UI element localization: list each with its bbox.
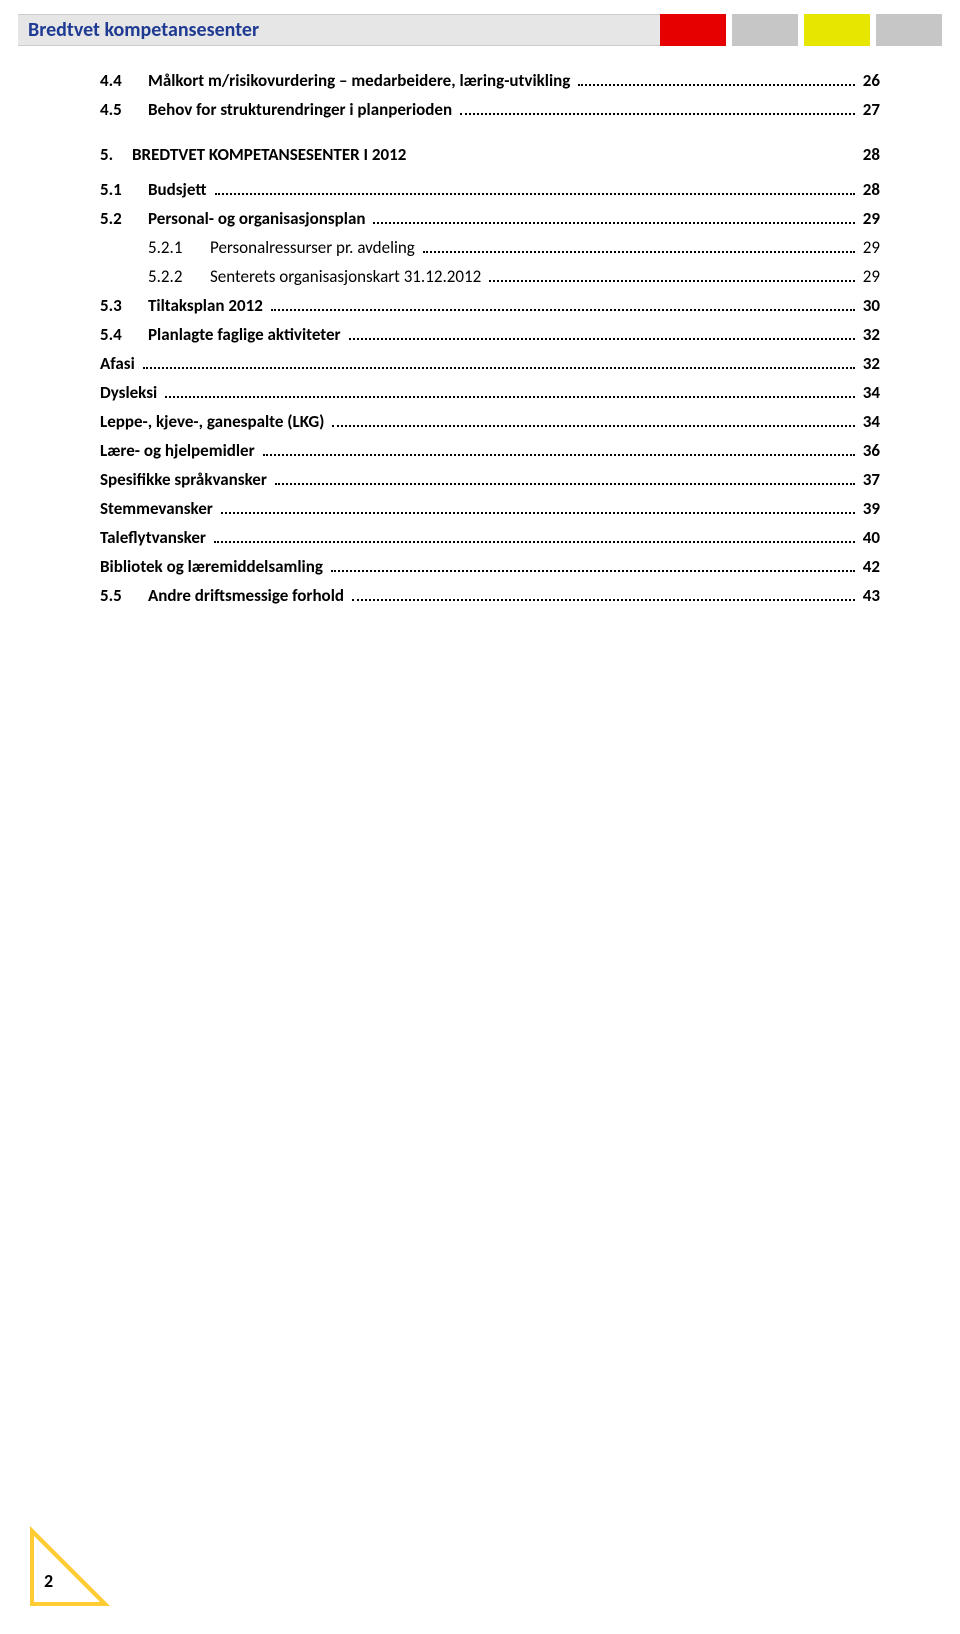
toc-item-label: Planlagte faglige aktiviteter (148, 324, 345, 345)
toc-item: Lære- og hjelpemidler 36 (100, 440, 880, 461)
toc-leader-dots (165, 396, 855, 398)
toc-item-page: 42 (859, 556, 880, 577)
toc-item-page: 39 (859, 498, 880, 519)
toc-item-label: Behov for strukturendringer i planperiod… (148, 99, 456, 120)
toc-item-number: 5.1 (100, 179, 148, 200)
toc-item: 5.2Personal- og organisasjonsplan 29 (100, 208, 880, 229)
toc-item-label: Budsjett (148, 179, 211, 200)
toc-item-label: Bibliotek og læremiddelsamling (100, 556, 327, 577)
toc-leader-dots (214, 541, 855, 543)
header-color-blocks (660, 14, 942, 46)
triangle-inner (34, 1536, 100, 1602)
toc-item-label: Stemmevansker (100, 498, 217, 519)
toc-item-page: 29 (859, 266, 880, 287)
toc-item-page: 27 (859, 99, 880, 120)
toc-leader-dots (373, 222, 854, 224)
toc-item: Bibliotek og læremiddelsamling 42 (100, 556, 880, 577)
toc-item-label: Taleflytvansker (100, 527, 210, 548)
toc-item-label: Personalressurser pr. avdeling (210, 237, 419, 258)
toc-item-page: 36 (859, 440, 880, 461)
toc-leader-dots (332, 425, 854, 427)
toc-section-heading: 5.BREDTVET KOMPETANSESENTER I 201228 (100, 144, 880, 165)
toc-leader-dots (352, 599, 855, 601)
toc-item-label: Målkort m/risikovurdering – medarbeidere… (148, 70, 574, 91)
toc-item: 5.1Budsjett 28 (100, 179, 880, 200)
toc-leader-dots (578, 84, 854, 86)
toc-item-page: 37 (859, 469, 880, 490)
header-block (876, 14, 942, 46)
toc-item-label: Dysleksi (100, 382, 161, 403)
toc-item: Taleflytvansker 40 (100, 527, 880, 548)
toc-item-number: 5.4 (100, 324, 148, 345)
toc-item: 5.4Planlagte faglige aktiviteter 32 (100, 324, 880, 345)
toc-item-label: Personal- og organisasjonsplan (148, 208, 369, 229)
toc-leader-dots (221, 512, 855, 514)
toc-item-number: 4.5 (100, 99, 148, 120)
header-block (804, 14, 870, 46)
toc-item-number: 5.2 (100, 208, 148, 229)
toc-item: Stemmevansker 39 (100, 498, 880, 519)
toc-item-page: 32 (859, 324, 880, 345)
toc-item: 4.5Behov for strukturendringer i planper… (100, 99, 880, 120)
toc-item-label: Senterets organisasjonskart 31.12.2012 (210, 266, 485, 287)
toc-leader-dots (271, 309, 855, 311)
toc-item-label: Lære- og hjelpemidler (100, 440, 259, 461)
toc-item-label: Andre driftsmessige forhold (148, 585, 348, 606)
toc-item-page: 34 (859, 411, 880, 432)
toc-leader-dots (263, 454, 855, 456)
toc-item-page: 29 (859, 208, 880, 229)
toc-leader-dots (275, 483, 855, 485)
toc-item-number: 5.3 (100, 295, 148, 316)
toc-item-page: 29 (859, 237, 880, 258)
toc-item: Spesifikke språkvansker 37 (100, 469, 880, 490)
toc-item: 5.2.2Senterets organisasjonskart 31.12.2… (100, 266, 880, 287)
toc-item-label: Afasi (100, 353, 139, 374)
toc-item-page: 28 (859, 179, 880, 200)
toc-item-page: 26 (859, 70, 880, 91)
toc-item: 5.2.1Personalressurser pr. avdeling 29 (100, 237, 880, 258)
toc-leader-dots (423, 251, 855, 253)
toc-leader-dots (460, 113, 855, 115)
toc-item-page: 34 (859, 382, 880, 403)
header-bar: Bredtvet kompetansesenter (18, 14, 942, 46)
toc-leader-dots (489, 280, 855, 282)
toc-item-number: 5.2.2 (148, 266, 210, 287)
toc-item-page: 40 (859, 527, 880, 548)
toc-item-page: 43 (859, 585, 880, 606)
toc-item: Leppe-, kjeve-, ganespalte (LKG) 34 (100, 411, 880, 432)
toc-item-page: 30 (859, 295, 880, 316)
toc-leader-dots (349, 338, 855, 340)
page-number: 2 (44, 1570, 53, 1592)
toc-leader-dots (331, 570, 855, 572)
toc-item-page: 32 (859, 353, 880, 374)
header-block (660, 14, 726, 46)
toc-item: 4.4Målkort m/risikovurdering – medarbeid… (100, 70, 880, 91)
toc-item: Dysleksi 34 (100, 382, 880, 403)
toc-item-number: 4.4 (100, 70, 148, 91)
toc-item-number: 5.2.1 (148, 237, 210, 258)
toc-section-label: BREDTVET KOMPETANSESENTER I 2012 (132, 144, 859, 165)
toc-item: Afasi 32 (100, 353, 880, 374)
header-title: Bredtvet kompetansesenter (18, 14, 660, 46)
toc-item: 5.5Andre driftsmessige forhold 43 (100, 585, 880, 606)
toc-item-label: Spesifikke språkvansker (100, 469, 271, 490)
toc-leader-dots (143, 367, 855, 369)
toc-item-label: Leppe-, kjeve-, ganespalte (LKG) (100, 411, 328, 432)
toc-leader-dots (215, 193, 855, 195)
toc-section-number: 5. (100, 144, 132, 165)
toc-item-label: Tiltaksplan 2012 (148, 295, 267, 316)
toc-content: 4.4Målkort m/risikovurdering – medarbeid… (100, 70, 880, 614)
header-block (732, 14, 798, 46)
page-corner-decoration: 2 (30, 1526, 110, 1606)
toc-item: 5.3Tiltaksplan 2012 30 (100, 295, 880, 316)
toc-item-number: 5.5 (100, 585, 148, 606)
toc-section-page: 28 (859, 144, 880, 165)
